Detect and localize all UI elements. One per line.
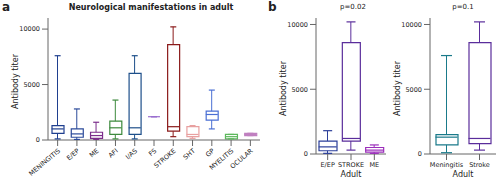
svg-text:E/EP: E/EP [321, 161, 335, 169]
svg-text:FS: FS [147, 147, 158, 158]
svg-text:Adult: Adult [453, 170, 474, 179]
html-text:b: b [268, 0, 277, 14]
svg-text:OCULAR: OCULAR [229, 147, 255, 171]
svg-text:MYELITIS: MYELITIS [207, 146, 236, 172]
svg-text:Adult: Adult [341, 170, 362, 179]
html-text:p=0.1: p=0.1 [452, 3, 474, 11]
svg-text:5000: 5000 [405, 86, 422, 94]
svg-text:I/AS: I/AS [124, 147, 139, 161]
svg-text:Meningitis: Meningitis [430, 161, 464, 169]
svg-text:5000: 5000 [291, 86, 308, 94]
svg-text:10000: 10000 [287, 21, 308, 29]
svg-text:GP: GP [204, 147, 216, 159]
svg-text:10000: 10000 [401, 21, 422, 29]
svg-text:Antibody titer: Antibody titer [279, 60, 288, 116]
svg-text:0: 0 [36, 136, 40, 144]
svg-text:0: 0 [418, 150, 422, 158]
svg-text:Antibody titer: Antibody titer [11, 53, 20, 109]
svg-text:STROKE: STROKE [338, 161, 364, 169]
svg-text:5000: 5000 [23, 81, 40, 89]
svg-text:10000: 10000 [19, 25, 40, 33]
html-text:a: a [2, 0, 11, 14]
svg-text:ME: ME [369, 161, 379, 169]
svg-text:AFI: AFI [107, 147, 120, 160]
svg-text:STROKE: STROKE [152, 147, 177, 170]
svg-text:SHT: SHT [182, 147, 197, 161]
html-text:p=0.02: p=0.02 [340, 3, 366, 11]
svg-text:0: 0 [304, 150, 308, 158]
svg-text:Antibody titer: Antibody titer [393, 60, 402, 116]
svg-text:ME: ME [88, 147, 101, 159]
html-text:Neurological manifestations in: Neurological manifestations in adult [68, 3, 234, 12]
svg-text:MENINGITIS: MENINGITIS [27, 147, 62, 178]
svg-text:E/EP: E/EP [65, 147, 81, 162]
svg-text:Stroke: Stroke [469, 161, 490, 169]
